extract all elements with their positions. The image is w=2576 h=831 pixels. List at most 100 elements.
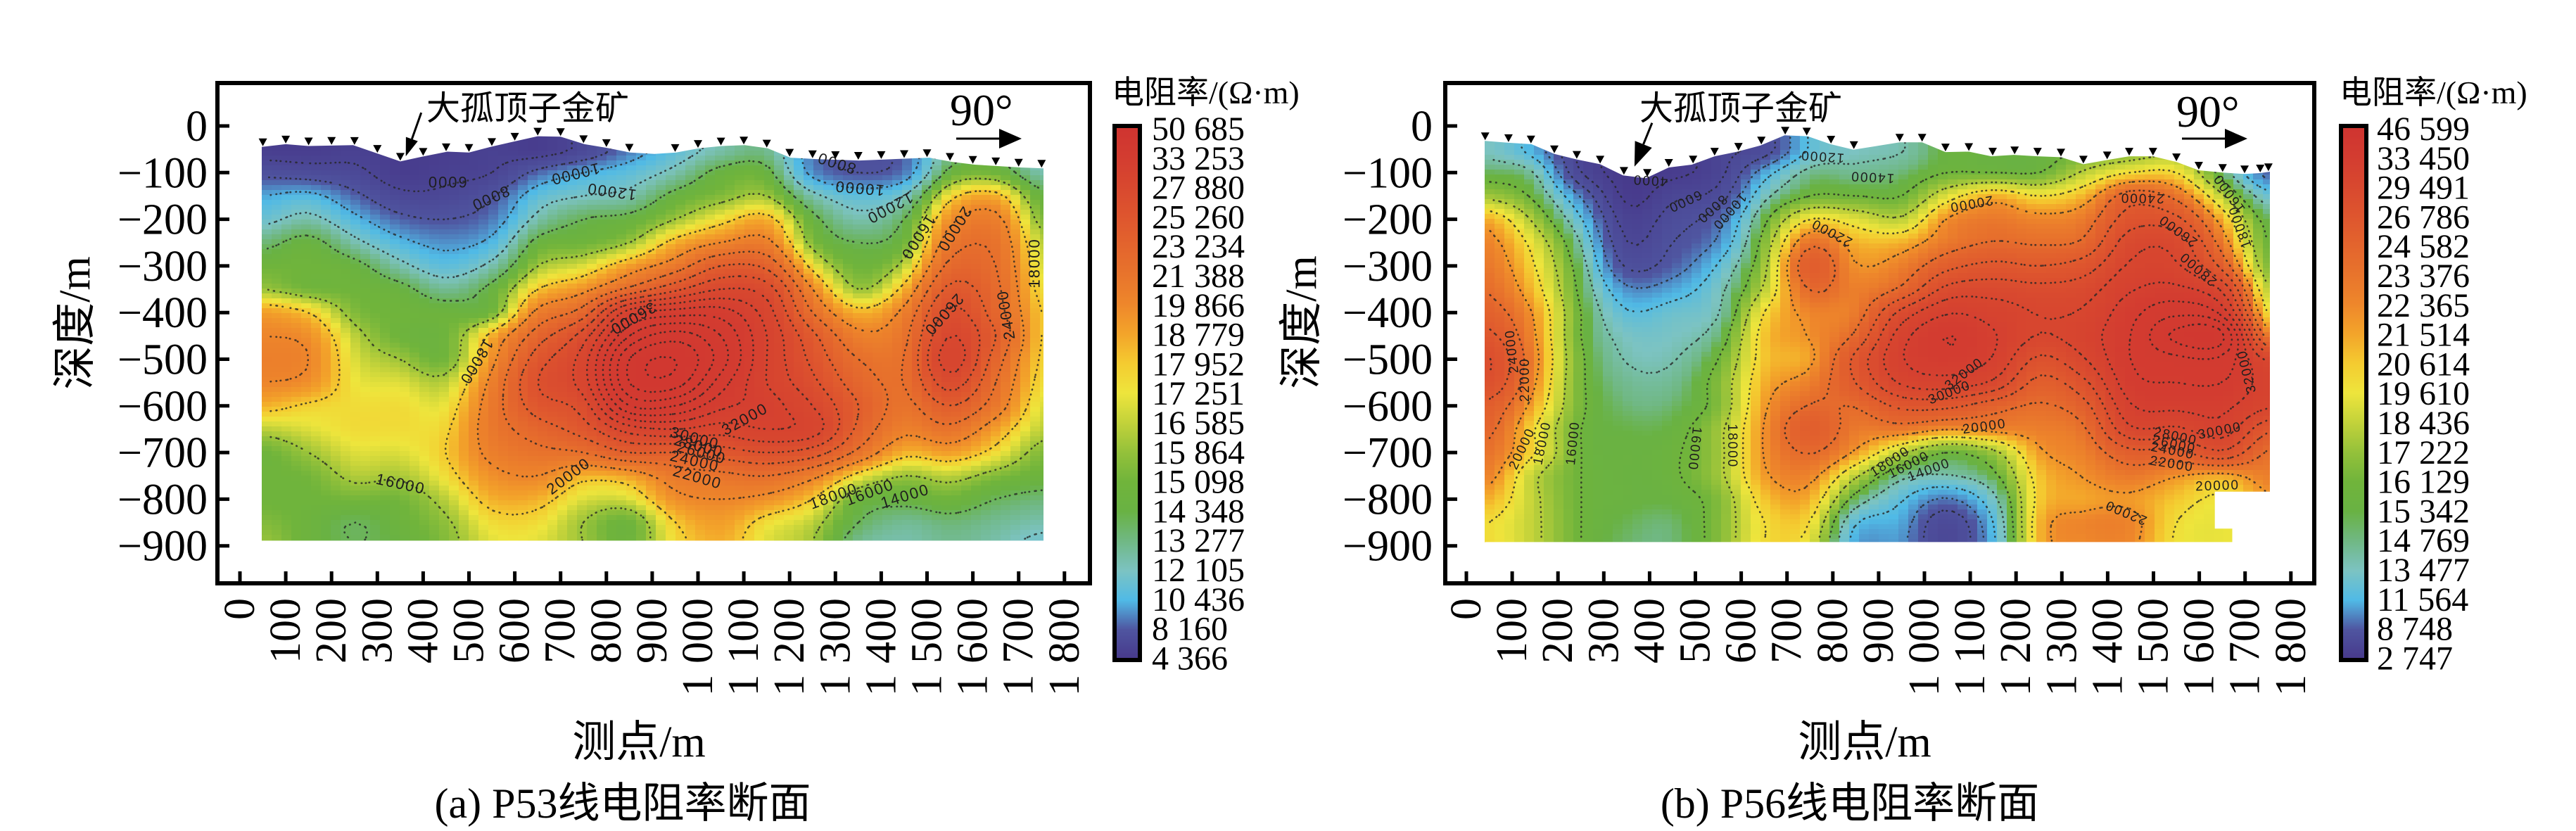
heatmap-cell xyxy=(360,313,370,318)
heatmap-cell xyxy=(557,190,567,195)
heatmap-cell xyxy=(301,269,311,274)
heatmap-cell xyxy=(311,151,321,156)
heatmap-cell xyxy=(646,328,656,333)
heatmap-cell xyxy=(597,348,607,353)
heatmap-cell xyxy=(390,220,400,224)
heatmap-cell xyxy=(350,348,360,353)
heatmap-cell xyxy=(400,229,410,234)
heatmap-cell xyxy=(961,239,971,244)
heatmap-cell xyxy=(272,180,281,185)
heatmap-cell xyxy=(873,234,882,239)
heatmap-cell xyxy=(725,165,735,170)
heatmap-cell xyxy=(597,195,607,200)
heatmap-cell xyxy=(557,387,567,392)
heatmap-cell xyxy=(675,372,685,377)
heatmap-cell xyxy=(370,151,380,156)
heatmap-cell xyxy=(311,303,321,308)
heatmap-cell xyxy=(794,377,804,382)
heatmap-cell xyxy=(291,269,301,274)
heatmap-cell xyxy=(981,254,991,259)
heatmap-cell xyxy=(833,328,843,333)
heatmap-cell xyxy=(419,185,429,190)
heatmap-cell xyxy=(685,372,695,377)
heatmap-cell xyxy=(843,175,853,180)
heatmap-cell xyxy=(311,200,321,205)
heatmap-cell xyxy=(311,298,321,303)
heatmap-cell xyxy=(695,190,705,195)
heatmap-cell xyxy=(774,318,784,323)
heatmap-cell xyxy=(518,323,528,328)
heatmap-cell xyxy=(695,170,705,175)
heatmap-cell xyxy=(626,353,636,357)
heatmap-cell xyxy=(735,328,744,333)
heatmap-cell xyxy=(666,210,675,215)
heatmap-cell xyxy=(744,338,754,343)
heatmap-cell xyxy=(350,229,360,234)
heatmap-cell xyxy=(843,412,853,417)
heatmap-cell xyxy=(951,338,961,343)
heatmap-cell xyxy=(331,407,341,412)
heatmap-cell xyxy=(794,190,804,195)
heatmap-cell xyxy=(488,407,498,412)
heatmap-cell xyxy=(518,377,528,382)
heatmap-cell xyxy=(410,288,419,293)
heatmap-cell xyxy=(429,343,439,348)
heatmap-cell xyxy=(922,407,932,412)
heatmap-cell xyxy=(410,259,419,264)
heatmap-cell xyxy=(528,431,538,436)
heatmap-cell xyxy=(577,372,587,377)
heatmap-cell xyxy=(370,215,380,220)
heatmap-cell xyxy=(754,338,764,343)
heatmap-cell xyxy=(932,372,941,377)
heatmap-cell xyxy=(626,205,636,210)
heatmap-cell xyxy=(380,175,390,180)
heatmap-cell xyxy=(626,259,636,264)
heatmap-cell xyxy=(813,387,823,392)
heatmap-cell xyxy=(350,220,360,224)
heatmap-cell xyxy=(291,353,301,357)
heatmap-cell xyxy=(804,200,813,205)
heatmap-cell xyxy=(764,249,774,254)
heatmap-cell xyxy=(370,333,380,338)
heatmap-cell xyxy=(528,407,538,412)
heatmap-cell xyxy=(744,200,754,205)
heatmap-cell xyxy=(882,407,892,412)
heatmap-cell xyxy=(774,436,784,441)
heatmap-cell xyxy=(735,357,744,362)
heatmap-cell xyxy=(262,367,272,372)
heatmap-cell xyxy=(331,185,341,190)
heatmap-cell xyxy=(804,412,813,417)
heatmap-cell xyxy=(587,185,597,190)
heatmap-cell xyxy=(528,224,538,229)
heatmap-cell xyxy=(951,372,961,377)
heatmap-cell xyxy=(695,205,705,210)
heatmap-cell xyxy=(1040,190,1043,195)
heatmap-cell xyxy=(1040,362,1043,367)
heatmap-cell xyxy=(725,313,735,318)
heatmap-cell xyxy=(892,244,902,249)
heatmap-cell xyxy=(597,328,607,333)
heatmap-cell xyxy=(863,254,873,259)
heatmap-cell xyxy=(774,229,784,234)
heatmap-cell xyxy=(774,170,784,175)
heatmap-cell xyxy=(1001,421,1010,426)
heatmap-cell xyxy=(735,200,744,205)
heatmap-cell xyxy=(262,362,272,367)
heatmap-cell xyxy=(538,328,547,333)
heatmap-cell xyxy=(498,239,508,244)
heatmap-cell xyxy=(587,303,597,308)
heatmap-cell xyxy=(272,367,281,372)
heatmap-cell xyxy=(833,392,843,397)
heatmap-cell xyxy=(281,224,291,229)
heatmap-cell xyxy=(1030,298,1040,303)
heatmap-cell xyxy=(272,293,281,298)
heatmap-cell xyxy=(360,436,370,441)
heatmap-cell xyxy=(725,146,735,151)
heatmap-cell xyxy=(813,288,823,293)
heatmap-cell xyxy=(321,284,331,288)
heatmap-cell xyxy=(902,308,912,313)
heatmap-cell xyxy=(1001,348,1010,353)
heatmap-cell xyxy=(528,333,538,338)
heatmap-cell xyxy=(1001,417,1010,421)
heatmap-cell xyxy=(764,328,774,333)
